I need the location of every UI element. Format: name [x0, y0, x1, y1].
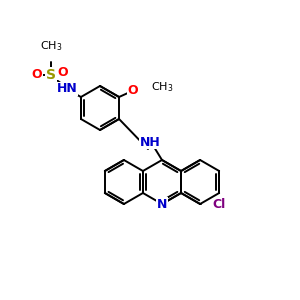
- Text: HN: HN: [57, 82, 77, 95]
- Text: O: O: [32, 68, 42, 82]
- Text: CH$_3$: CH$_3$: [40, 39, 62, 53]
- Text: O: O: [128, 85, 138, 98]
- Text: CH$_3$: CH$_3$: [151, 80, 173, 94]
- Text: NH: NH: [140, 136, 160, 148]
- Text: O: O: [58, 67, 68, 80]
- Text: N: N: [157, 197, 167, 211]
- Text: Cl: Cl: [212, 197, 225, 211]
- Text: S: S: [46, 68, 56, 82]
